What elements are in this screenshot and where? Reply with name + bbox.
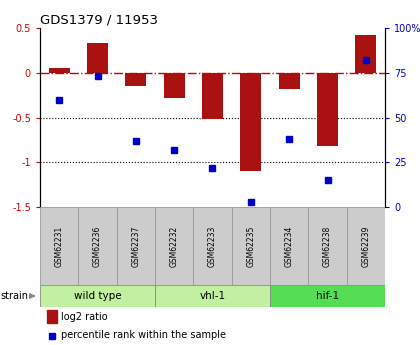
Bar [155,285,270,307]
Bar [117,207,155,285]
Text: GSM62234: GSM62234 [285,225,294,267]
Bar [240,73,261,171]
Bar [47,310,57,323]
Bar [317,73,338,146]
Bar [270,207,308,285]
Text: GSM62232: GSM62232 [170,225,178,267]
Text: GSM62237: GSM62237 [131,225,140,267]
Bar [270,285,385,307]
Bar [125,73,147,86]
Bar [202,73,223,119]
Text: hif-1: hif-1 [316,291,339,301]
Bar [164,73,185,98]
Bar [155,207,193,285]
Text: percentile rank within the sample: percentile rank within the sample [61,331,226,341]
Bar [308,207,346,285]
Text: GSM62238: GSM62238 [323,225,332,267]
Text: GSM62239: GSM62239 [361,225,370,267]
Text: vhl-1: vhl-1 [200,291,226,301]
Text: wild type: wild type [74,291,121,301]
Bar [278,73,300,89]
Text: GSM62235: GSM62235 [247,225,255,267]
Bar [49,68,70,73]
Text: GSM62236: GSM62236 [93,225,102,267]
Text: GDS1379 / 11953: GDS1379 / 11953 [40,14,158,27]
Bar [355,35,376,73]
Text: GSM62233: GSM62233 [208,225,217,267]
Text: strain: strain [1,291,29,301]
Bar [346,207,385,285]
Bar [40,285,155,307]
Bar [87,43,108,73]
Bar [40,207,79,285]
Bar [193,207,232,285]
Text: log2 ratio: log2 ratio [61,312,108,322]
Bar [79,207,117,285]
Text: GSM62231: GSM62231 [55,225,64,267]
Bar [232,207,270,285]
